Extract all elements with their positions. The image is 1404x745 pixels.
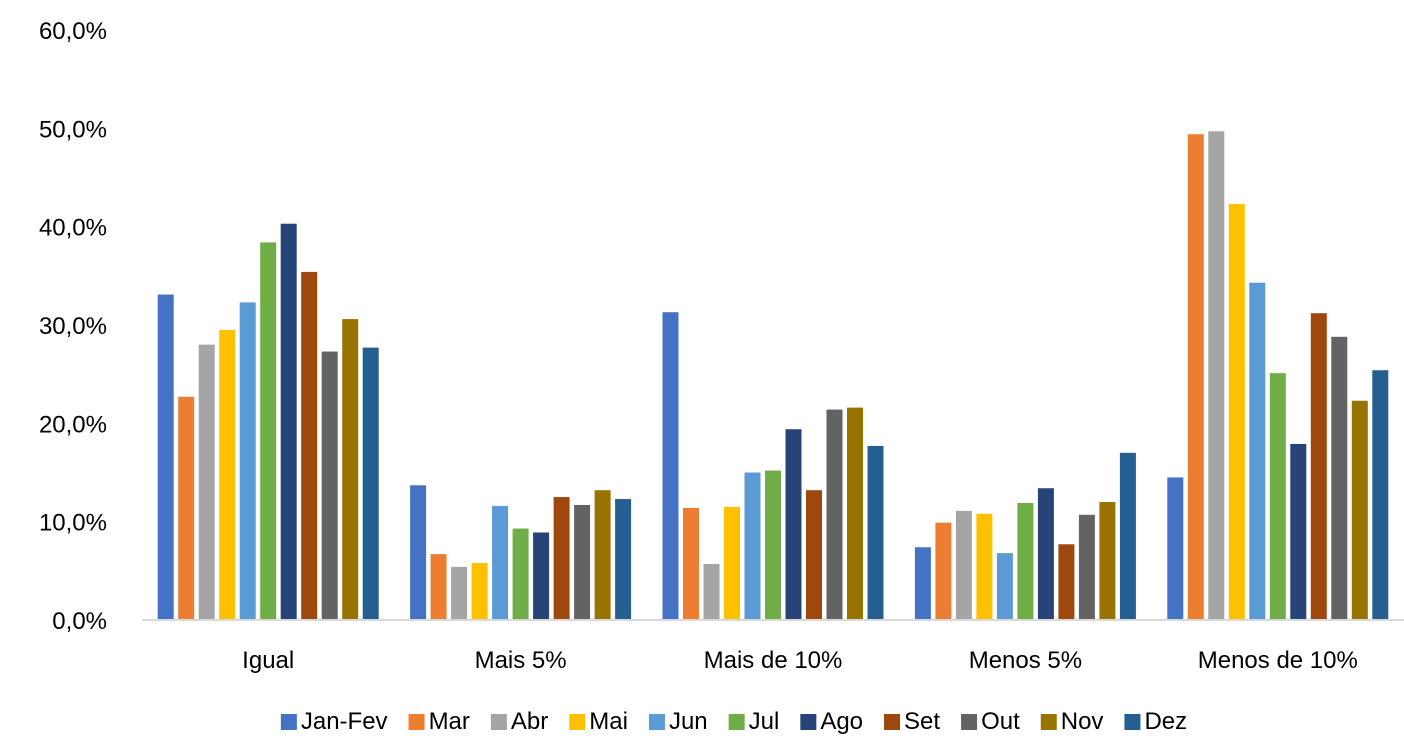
y-tick-label: 60,0% [39, 18, 107, 45]
bar-dez-1 [615, 499, 632, 620]
bar-set-2 [806, 490, 822, 620]
bar-dez-3 [1119, 452, 1136, 620]
bar-jul-2 [765, 470, 781, 620]
bar-mar-4 [1187, 134, 1204, 621]
y-axis-tick-labels: 0,0% 10,0% 20,0% 30,0% 40,0% 50,0% 60,0% [39, 18, 107, 635]
legend-swatch-jun [648, 714, 665, 730]
bar-jun-4 [1249, 282, 1266, 620]
bar-jan-fev-4 [1167, 477, 1184, 620]
legend-swatch-mar [408, 714, 425, 730]
x-category-label: Igual [242, 647, 294, 674]
bar-set-0 [301, 271, 318, 620]
y-tick-label: 10,0% [39, 510, 107, 537]
x-category-label: Menos 5% [969, 647, 1082, 674]
legend-swatch-nov [1040, 714, 1057, 730]
bar-jun-2 [744, 472, 761, 620]
legend-swatch-out [961, 714, 978, 730]
legend-swatch-ago [800, 714, 817, 730]
legend-label-out: Out [981, 708, 1020, 735]
bar-nov-1 [594, 490, 611, 620]
bar-mai-0 [219, 329, 236, 620]
y-tick-label: 0,0% [52, 608, 107, 635]
bar-out-1 [574, 504, 591, 620]
bar-ago-0 [280, 223, 297, 620]
bar-jun-0 [239, 302, 256, 620]
legend-label-jul: Jul [749, 708, 780, 735]
bar-jul-0 [260, 242, 277, 620]
bar-out-2 [826, 409, 843, 620]
bar-abr-0 [198, 344, 215, 620]
bar-abr-2 [703, 563, 720, 620]
bar-mai-4 [1228, 204, 1245, 621]
bar-mar-2 [683, 507, 699, 620]
legend-label-dez: Dez [1144, 708, 1187, 735]
legend-label-set: Set [904, 708, 940, 735]
bars [157, 131, 1389, 621]
x-category-label: Mais de 10% [704, 647, 843, 674]
bar-jan-fev-1 [410, 485, 427, 620]
bar-nov-0 [342, 319, 359, 620]
bar-mar-3 [935, 522, 952, 620]
bar-mar-0 [178, 396, 195, 620]
legend-swatch-jul [728, 714, 745, 730]
legend-label-mar: Mar [429, 708, 470, 735]
x-category-label: Menos de 10% [1198, 647, 1358, 674]
bar-ago-1 [533, 532, 550, 620]
legend-label-jun: Jun [669, 708, 708, 735]
legend-label-ago: Ago [820, 708, 863, 735]
y-tick-label: 50,0% [39, 116, 107, 143]
legend-label-abr: Abr [511, 708, 548, 735]
bar-dez-2 [867, 445, 884, 620]
bar-out-0 [321, 351, 338, 620]
bar-jan-fev-0 [157, 294, 174, 620]
bar-jul-1 [512, 528, 529, 620]
bar-mar-1 [430, 554, 447, 620]
bar-ago-4 [1290, 443, 1307, 620]
y-tick-label: 20,0% [39, 411, 107, 438]
bar-nov-4 [1351, 400, 1368, 620]
bar-abr-3 [955, 510, 972, 620]
bar-ago-3 [1037, 488, 1054, 620]
bar-mai-1 [471, 562, 488, 620]
legend-swatch-abr [490, 714, 507, 730]
x-category-label: Mais 5% [475, 647, 567, 674]
legend-swatch-dez [1124, 714, 1141, 730]
bar-dez-4 [1372, 370, 1389, 620]
bar-out-4 [1331, 336, 1348, 620]
legend-label-nov: Nov [1061, 708, 1104, 735]
legend-swatch-set [884, 714, 901, 730]
y-tick-label: 30,0% [39, 313, 107, 340]
legend-swatch-mai [569, 714, 586, 730]
bar-jun-1 [492, 505, 509, 620]
bar-dez-0 [362, 347, 379, 620]
bar-mai-3 [976, 513, 993, 620]
bar-ago-2 [785, 429, 802, 620]
bar-nov-3 [1099, 502, 1116, 620]
legend-label-mai: Mai [589, 708, 628, 735]
bar-jan-fev-3 [914, 547, 931, 620]
bar-jun-3 [996, 553, 1013, 620]
bar-abr-4 [1208, 131, 1225, 620]
bar-set-4 [1310, 313, 1327, 620]
bar-set-1 [553, 497, 570, 620]
bar-jul-4 [1269, 373, 1286, 620]
bar-jan-fev-2 [662, 312, 679, 620]
legend-swatch-jan-fev [280, 714, 297, 730]
bar-mai-2 [724, 506, 740, 620]
bar-set-3 [1058, 544, 1075, 620]
x-axis-category-labels: Igual Mais 5% Mais de 10% Menos 5% Menos de … [242, 647, 1358, 674]
bar-abr-1 [451, 566, 468, 620]
bar-jul-3 [1017, 502, 1034, 620]
bar-nov-2 [847, 407, 863, 620]
bar-out-3 [1078, 514, 1095, 620]
y-tick-label: 40,0% [39, 215, 107, 242]
legend: Jan-Fev Mar Abr Mai Jun Jul Ago Set Out Nov Dez [280, 708, 1187, 735]
legend-label-jan-fev: Jan-Fev [301, 708, 388, 735]
